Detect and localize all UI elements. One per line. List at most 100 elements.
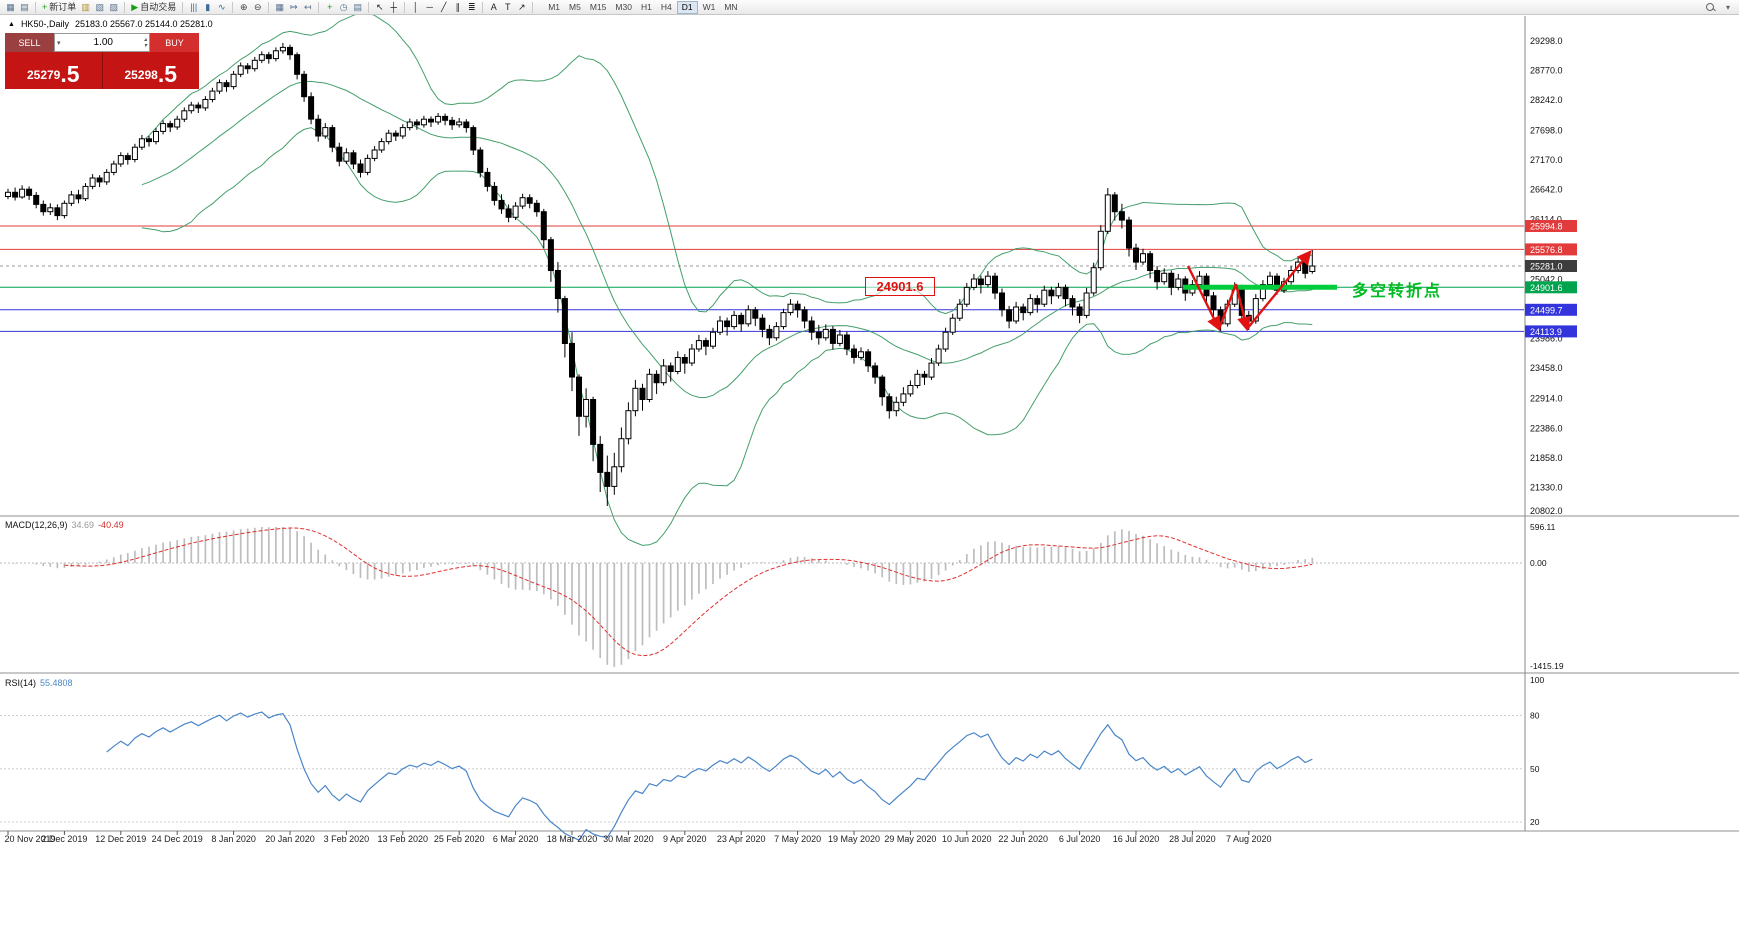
volume-stepper[interactable]: ▴ ▾ bbox=[144, 37, 149, 49]
navigator-icon[interactable]: ▨ bbox=[109, 1, 119, 12]
svg-text:100: 100 bbox=[1530, 675, 1544, 685]
trendline-icon[interactable]: ╱ bbox=[441, 1, 447, 12]
crosshair-icon[interactable]: ┼ bbox=[390, 1, 397, 12]
svg-text:24499.7: 24499.7 bbox=[1530, 305, 1563, 315]
svg-text:27170.0: 27170.0 bbox=[1530, 155, 1563, 165]
one-click-trading-panel: SELL ▾ ▴▾ BUY 25279.5 25298.5 bbox=[5, 33, 199, 89]
candlestick-chart-icon[interactable]: ▮ bbox=[205, 1, 211, 12]
svg-text:18 Mar 2020: 18 Mar 2020 bbox=[547, 834, 598, 844]
vertical-line-icon[interactable]: │ bbox=[412, 1, 419, 12]
timeframe-h1[interactable]: H1 bbox=[640, 1, 652, 12]
timeframe-m30[interactable]: M30 bbox=[615, 1, 632, 12]
rsi-indicator-label: RSI(14) 55.4808 bbox=[5, 678, 73, 688]
volume-widget: ▾ ▴▾ bbox=[54, 33, 150, 52]
svg-text:26642.0: 26642.0 bbox=[1530, 185, 1563, 195]
market-watch-icon[interactable]: ▥ bbox=[81, 1, 91, 12]
cursor-icon[interactable]: ↖ bbox=[375, 1, 384, 12]
rsi-line bbox=[106, 711, 1313, 841]
timeframe-m1[interactable]: M1 bbox=[548, 1, 561, 12]
svg-text:29298.0: 29298.0 bbox=[1530, 36, 1563, 46]
ohlc-values-label: 25183.0 25567.0 25144.0 25281.0 bbox=[74, 19, 213, 29]
timeframe-mn[interactable]: MN bbox=[724, 1, 738, 12]
buy-button[interactable]: BUY bbox=[150, 33, 199, 52]
macd-name: MACD(12,26,9) bbox=[5, 520, 68, 530]
toolbar-divider bbox=[124, 1, 126, 13]
toolbar-left-group: ▦ ▤ + 新订单 ▥ ▧ ▨ ▶ 自动交易 ||| ▮ ∿ ⊕ ⊖ ▦ ↦ ↤ + ◷ ▤ ↖ ┼ │ ─ ╱ ∥ ≣ A T ↗ bbox=[4, 1, 536, 14]
turning-point-annotation: 多空转折点 bbox=[1352, 283, 1443, 300]
horizontal-line-icon[interactable]: ─ bbox=[426, 1, 433, 12]
svg-text:7 May 2020: 7 May 2020 bbox=[774, 834, 821, 844]
chart-shift-icon[interactable]: ↤ bbox=[303, 1, 312, 12]
toolbar-right-group: ▾ bbox=[1705, 2, 1735, 13]
svg-text:16 Jul 2020: 16 Jul 2020 bbox=[1113, 834, 1160, 844]
timeframe-d1[interactable]: D1 bbox=[676, 0, 698, 14]
search-icon[interactable] bbox=[1705, 2, 1716, 13]
chart-profiles-icon[interactable]: ▤ bbox=[20, 1, 29, 12]
price-axis: 29298.0 28770.0 28242.0 27698.0 27170.0 26642… bbox=[1525, 36, 1577, 516]
svg-text:23 Apr 2020: 23 Apr 2020 bbox=[717, 834, 766, 844]
label-icon[interactable]: T bbox=[504, 1, 511, 12]
stepper-up-icon[interactable]: ▴ bbox=[143, 36, 147, 43]
toolbar: ▦ ▤ + 新订单 ▥ ▧ ▨ ▶ 自动交易 ||| ▮ ∿ ⊕ ⊖ ▦ ↦ ↤ + ◷ ▤ ↖ ┼ │ ─ ╱ ∥ ≣ A T ↗ M1… bbox=[0, 0, 1739, 15]
timeframe-m15[interactable]: M15 bbox=[589, 1, 607, 12]
svg-text:28770.0: 28770.0 bbox=[1530, 65, 1563, 75]
red-arrow-drawing bbox=[1246, 250, 1312, 330]
toolbar-divider bbox=[182, 1, 184, 13]
indicators-icon[interactable]: + bbox=[327, 1, 333, 12]
svg-text:24901.6: 24901.6 bbox=[1530, 283, 1563, 293]
zoom-in-icon[interactable]: ⊕ bbox=[239, 1, 248, 12]
fibonacci-icon[interactable]: ≣ bbox=[467, 1, 476, 12]
chart-symbol-header: ▲ HK50-,Daily 25183.0 25567.0 25144.0 25… bbox=[8, 19, 213, 29]
new-order-button[interactable]: + 新订单 bbox=[40, 1, 78, 14]
price-badge bbox=[1525, 281, 1577, 294]
toolbar-divider bbox=[232, 1, 234, 13]
collapse-triangle-icon[interactable]: ▲ bbox=[8, 20, 15, 28]
toolbar-divider bbox=[268, 1, 270, 13]
arrows-icon[interactable]: ↗ bbox=[517, 1, 526, 12]
timeframe-h4[interactable]: H4 bbox=[660, 1, 672, 12]
toolbar-overflow-chevron-icon[interactable]: ▾ bbox=[1725, 2, 1730, 12]
svg-text:24 Dec 2019: 24 Dec 2019 bbox=[152, 834, 203, 844]
timeframe-w1[interactable]: W1 bbox=[702, 1, 716, 12]
volume-input[interactable] bbox=[62, 35, 144, 50]
data-window-icon[interactable]: ▧ bbox=[95, 1, 105, 12]
svg-text:27698.0: 27698.0 bbox=[1530, 126, 1563, 136]
timeframe-m5[interactable]: M5 bbox=[569, 1, 581, 12]
svg-text:25 Feb 2020: 25 Feb 2020 bbox=[434, 834, 485, 844]
new-order-button-label: 新订单 bbox=[49, 1, 77, 12]
red-arrow-drawing bbox=[1234, 283, 1252, 332]
macd-signal-value: -40.49 bbox=[98, 520, 124, 530]
svg-text:20802.0: 20802.0 bbox=[1530, 506, 1563, 516]
templates-icon[interactable]: ▤ bbox=[353, 1, 362, 12]
buy-price-main: 25298 bbox=[124, 68, 158, 82]
price-badge bbox=[1525, 303, 1577, 316]
svg-text:25576.8: 25576.8 bbox=[1530, 245, 1563, 255]
new-chart-icon[interactable]: ▦ bbox=[6, 1, 15, 12]
macd-pane: 596.11 0.00 -1415.19 bbox=[0, 522, 1564, 671]
buy-price[interactable]: 25298.5 bbox=[101, 52, 200, 89]
macd-signal-line bbox=[64, 527, 1313, 657]
volume-dropdown-icon[interactable]: ▾ bbox=[57, 39, 61, 47]
sell-price[interactable]: 25279.5 bbox=[5, 52, 102, 89]
line-chart-icon[interactable]: ∿ bbox=[217, 1, 226, 12]
stepper-down-icon[interactable]: ▾ bbox=[143, 42, 147, 49]
sell-button[interactable]: SELL bbox=[5, 33, 54, 52]
candles-layer bbox=[5, 42, 1316, 506]
svg-text:21858.0: 21858.0 bbox=[1530, 453, 1563, 463]
text-icon[interactable]: A bbox=[490, 1, 497, 12]
periods-icon[interactable]: ◷ bbox=[339, 1, 348, 12]
tile-windows-icon[interactable]: ▦ bbox=[275, 1, 284, 12]
bar-chart-icon[interactable]: ||| bbox=[190, 1, 198, 12]
svg-text:10 Jun 2020: 10 Jun 2020 bbox=[942, 834, 992, 844]
sell-price-frac: .5 bbox=[60, 61, 80, 87]
toolbar-divider bbox=[404, 1, 406, 13]
auto-scroll-icon[interactable]: ↦ bbox=[289, 1, 298, 12]
zoom-out-icon[interactable]: ⊖ bbox=[253, 1, 262, 12]
toolbar-divider bbox=[532, 1, 534, 13]
price-badge bbox=[1525, 220, 1577, 232]
autotrade-button[interactable]: ▶ 自动交易 bbox=[129, 1, 178, 14]
channel-icon[interactable]: ∥ bbox=[455, 1, 460, 12]
frame-layer bbox=[0, 16, 1739, 832]
